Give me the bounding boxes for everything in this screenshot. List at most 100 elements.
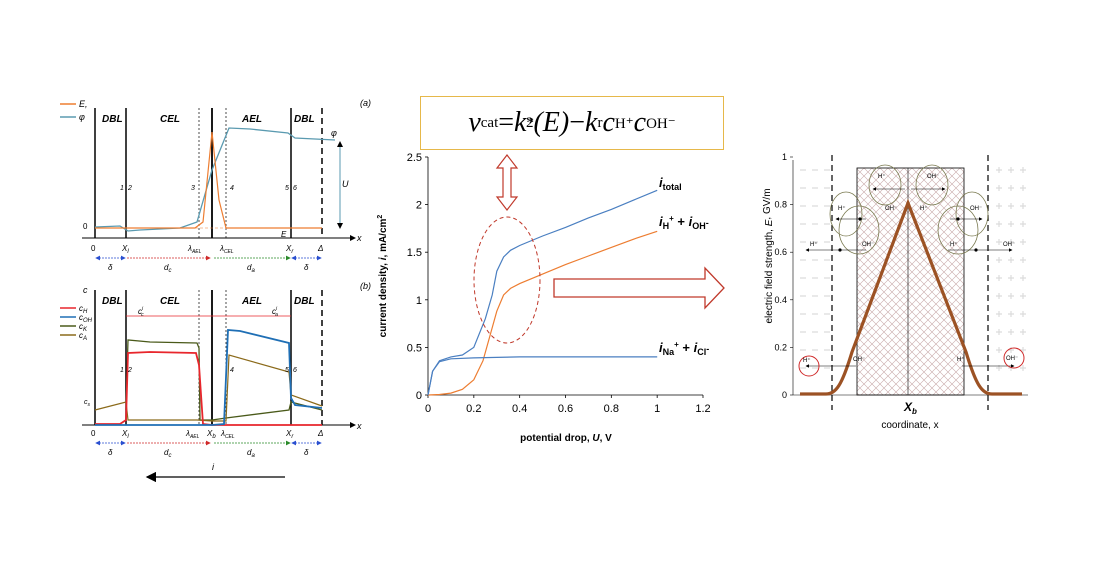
b-width-dc: dc bbox=[164, 448, 171, 459]
ion-dot-4 bbox=[956, 217, 960, 221]
b-region-dbl-left: DBL bbox=[102, 296, 123, 307]
b-tick-xl: Xl bbox=[121, 429, 129, 440]
red-circle-h-label: H⁺ bbox=[803, 357, 811, 364]
ion-label-2: OH⁻ bbox=[927, 174, 939, 180]
series-line-1 bbox=[427, 230, 658, 396]
label-i-total: itotal bbox=[659, 175, 682, 192]
right-chart: 0 0.2 0.4 0.6 0.8 1 electric field strength, … bbox=[762, 152, 1028, 431]
middle-x-tick-label: 0.4 bbox=[512, 403, 527, 415]
b-width-delta-right: δ bbox=[304, 448, 309, 457]
background-charges bbox=[800, 167, 1026, 371]
ion-ellipse-4 bbox=[955, 191, 989, 237]
a-tick-xr: Xr bbox=[285, 244, 294, 255]
ion-label-7: H⁺ bbox=[810, 241, 818, 248]
middle-x-tick-label: 0.6 bbox=[558, 403, 573, 415]
kink-ellipse bbox=[473, 216, 541, 344]
b-tick-0: 0 bbox=[91, 429, 96, 438]
series-line-0 bbox=[427, 189, 658, 396]
cc-label: ci c bbox=[138, 306, 144, 318]
point-5: 5 bbox=[285, 185, 289, 192]
right-y-tick-label: 0 bbox=[782, 390, 787, 400]
b-tick-xr: Xr bbox=[285, 429, 294, 440]
point-6: 6 bbox=[293, 185, 297, 192]
ca-label: ci a bbox=[272, 306, 278, 318]
a-tick-xl: Xl bbox=[121, 244, 129, 255]
middle-x-tick-label: 0.2 bbox=[466, 403, 481, 415]
middle-y-tick-label: 0 bbox=[416, 390, 422, 402]
e-label: E bbox=[281, 230, 287, 239]
middle-x-tick-label: 0.8 bbox=[604, 403, 619, 415]
middle-chart-series bbox=[427, 189, 658, 396]
red-circle-oh-label: OH⁻ bbox=[1006, 356, 1018, 362]
panel-b: (b) c cH cOH cK cA DBL CEL AEL DBL x ci c bbox=[60, 281, 371, 483]
right-y-label: electric field strength, E, GV/m bbox=[762, 188, 775, 323]
ion-dot-3 bbox=[858, 217, 862, 221]
middle-y-tick-label: 1 bbox=[416, 295, 422, 307]
right-y-ticks: 0 0.2 0.4 0.6 0.8 1 bbox=[774, 152, 793, 400]
ion-ellipse-6 bbox=[937, 205, 979, 255]
right-y-tick-label: 0.4 bbox=[774, 295, 787, 305]
b-tick-xb: Xb bbox=[206, 429, 216, 440]
big-right-arrow bbox=[553, 266, 725, 310]
cH-curve bbox=[95, 351, 322, 426]
panel-a-zero: 0 bbox=[83, 222, 88, 231]
a-tick-lcel: λCEL bbox=[219, 244, 234, 255]
panel-b-y-label: c bbox=[83, 285, 88, 295]
region-ael: AEL bbox=[241, 114, 262, 125]
middle-y-tick-label: 1.5 bbox=[407, 247, 422, 259]
ion-label-10: OH⁻ bbox=[1003, 242, 1015, 248]
a-width-da: da bbox=[247, 263, 255, 274]
label-i-na-cl: iNa+ + iCl- bbox=[659, 340, 709, 357]
ion-ellipse-1 bbox=[829, 191, 863, 237]
ion-label-5: H⁺ bbox=[920, 205, 928, 212]
double-arrow bbox=[495, 154, 519, 211]
ion-label-1: H⁺ bbox=[878, 173, 886, 180]
panel-b-legend: cH cOH cK cA bbox=[60, 304, 93, 342]
ion-ellipse-2 bbox=[868, 164, 902, 206]
ion-label-3: H⁺ bbox=[838, 205, 846, 212]
current-label: i bbox=[212, 462, 215, 472]
red-circle-oh bbox=[1003, 347, 1025, 369]
red-circle-h bbox=[798, 355, 820, 377]
label-i-h-oh: iH+ + iOH- bbox=[659, 214, 709, 231]
legend-cH: cH bbox=[79, 304, 88, 315]
series-line-2 bbox=[427, 356, 658, 396]
b-tick-delta: Δ bbox=[317, 429, 323, 438]
xb-label: Xb bbox=[903, 400, 917, 416]
right-y-tick-label: 0.2 bbox=[774, 342, 787, 352]
panel-a: (a) E, φ DBL CEL AEL DBL x 0 E U φ 1 2 bbox=[60, 98, 371, 274]
b-point-4: 4 bbox=[230, 367, 234, 374]
middle-chart: 0 0.5 1 1.5 2 2.5 0 0.2 0.4 0.6 0.8 1 1.2 current de… bbox=[377, 152, 725, 444]
middle-y-tick-label: 0.5 bbox=[407, 342, 422, 354]
a-width-delta-right: δ bbox=[304, 263, 309, 272]
b-width-delta-left: δ bbox=[108, 448, 113, 457]
a-width-dc: dc bbox=[164, 263, 171, 274]
middle-y-tick-label: 2 bbox=[416, 200, 422, 212]
ion-label-4: OH⁻ bbox=[885, 206, 897, 212]
ion-ellipse-3 bbox=[915, 164, 949, 206]
b-tick-lael: λAEL bbox=[185, 429, 200, 440]
panel-b-label: (b) bbox=[360, 281, 371, 291]
field-profile bbox=[800, 198, 1022, 396]
panel-a-label: (a) bbox=[360, 98, 371, 108]
region-dbl-left: DBL bbox=[102, 114, 123, 125]
a-tick-delta: Δ bbox=[317, 244, 323, 253]
ion-ellipse-5 bbox=[838, 205, 880, 255]
panel-a-x-label: x bbox=[356, 233, 362, 243]
phi-curve bbox=[94, 127, 336, 232]
ion-dot-1 bbox=[838, 248, 842, 252]
u-label: U bbox=[342, 179, 349, 189]
a-tick-lael: λAEL bbox=[187, 244, 202, 255]
legend-phi-label: φ bbox=[79, 112, 85, 122]
right-y-tick-label: 0.8 bbox=[774, 200, 787, 210]
legend-e-label: E, bbox=[79, 99, 88, 109]
b-width-da: da bbox=[247, 448, 255, 459]
a-tick-0: 0 bbox=[91, 244, 96, 253]
middle-x-label: potential drop, U, V bbox=[520, 433, 612, 444]
point-1: 1 bbox=[120, 185, 124, 192]
ion-dot-2 bbox=[974, 248, 978, 252]
b-point-5: 5 bbox=[285, 367, 289, 374]
hatched-region bbox=[856, 167, 965, 396]
